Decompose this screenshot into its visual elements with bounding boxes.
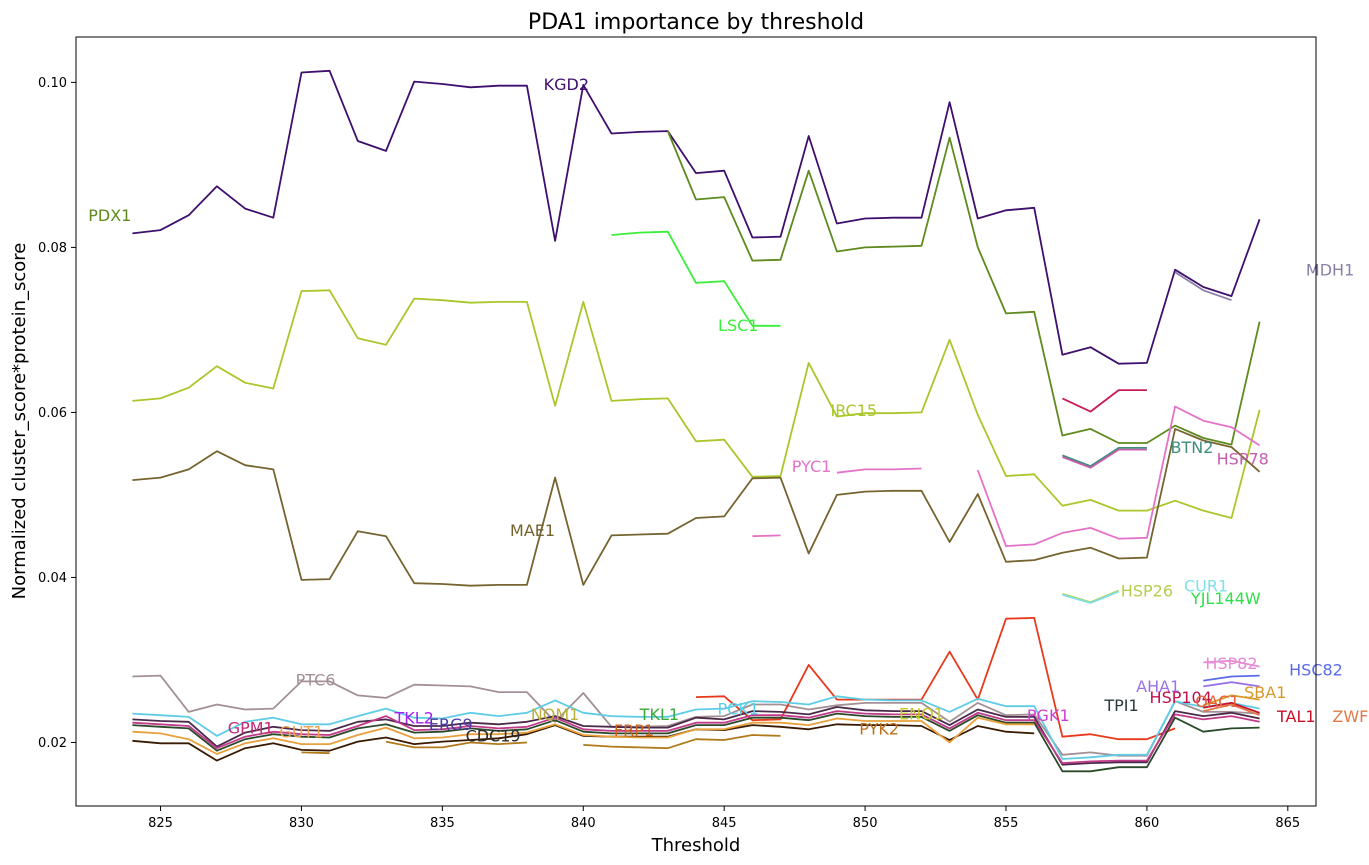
series-layer [132, 69, 1261, 773]
series-line-btn2 [1062, 447, 1147, 467]
series-line-zwf1 [1203, 703, 1260, 717]
x-tick-label: 845 [712, 816, 737, 831]
series-label: ENO1 [899, 704, 944, 723]
series-label: TAL1 [1276, 707, 1316, 726]
series-line-tal1 [1203, 702, 1260, 714]
series-label: ZWF1 [1332, 707, 1369, 726]
series-label: PYK2 [859, 719, 899, 738]
y-tick-label: 0.10 [38, 76, 67, 91]
series-line-unnamed-20 [301, 734, 781, 755]
y-tick-label: 0.02 [38, 736, 67, 751]
series-label: OAC1 [1195, 692, 1239, 711]
series-line-hsp82 [1203, 659, 1260, 668]
series-label: PTC6 [296, 671, 336, 690]
series-label: CDC19 [466, 727, 521, 746]
x-tick-label: 860 [1134, 816, 1159, 831]
series-line-unnamed-17 [132, 710, 1260, 764]
series-label: HSP104 [1150, 688, 1212, 707]
series-line-irc15 [132, 289, 1261, 519]
series-line-unnamed-9 [1062, 389, 1147, 413]
series-line-hsp78 [1062, 448, 1147, 469]
x-axis-label: Threshold [651, 835, 741, 856]
series-label: PYC1 [792, 457, 832, 476]
series-label: TKL1 [639, 705, 679, 724]
y-tick-label: 0.04 [38, 571, 67, 586]
series-line-mdh1 [1174, 271, 1232, 302]
series-line-pdx1 [666, 130, 1261, 446]
series-line-unnamed-15 [132, 695, 1260, 760]
y-tick-label: 0.06 [38, 406, 67, 421]
series-label: MDH1 [1306, 261, 1354, 280]
series-label: HSP26 [1121, 581, 1173, 600]
series-label: KGD2 [544, 75, 589, 94]
series-line-pyc1 [752, 405, 1261, 547]
series-label: MAE1 [510, 521, 555, 540]
series-line-unnamed-16 [132, 706, 1260, 766]
series-label: CUR1 [1184, 577, 1228, 596]
series-label: LSC1 [718, 316, 758, 335]
x-tick-label: 850 [853, 816, 878, 831]
series-line-aha1 [1203, 681, 1260, 688]
series-line-mae1 [132, 428, 1261, 587]
series-label: GUT1 [279, 723, 323, 742]
x-tick-label: 865 [1275, 816, 1300, 831]
series-line-sba1 [1203, 694, 1260, 707]
series-label: FRP1 [614, 721, 654, 740]
series-label: GPM1 [228, 718, 274, 737]
series-line-kgd2 [132, 69, 1261, 365]
x-tick-label: 825 [148, 816, 173, 831]
series-label: SBA1 [1244, 683, 1286, 702]
x-axis: 825 830 835 840 845 850 855 860 865 [148, 806, 1300, 831]
series-label: HSP82 [1205, 654, 1257, 673]
series-line-cur1 [1062, 590, 1120, 604]
series-label: NQM1 [531, 705, 580, 724]
series-label: PCK1 [718, 699, 760, 718]
series-line-unnamed-14 [695, 617, 1176, 741]
plot-frame [75, 36, 1317, 807]
y-axis: 0.02 0.04 0.06 0.08 0.10 [38, 76, 76, 751]
series-label: TKL2 [394, 709, 434, 728]
x-tick-label: 830 [289, 816, 314, 831]
x-tick-label: 855 [994, 816, 1019, 831]
chart-title: PDA1 importance by threshold [528, 10, 864, 35]
series-line-lsc1 [611, 230, 781, 327]
series-line-hsc82 [1203, 674, 1260, 682]
series-label: PGK1 [1027, 706, 1070, 725]
x-tick-label: 840 [571, 816, 596, 831]
series-label: ERG9 [429, 715, 473, 734]
series-label: YJL144W [1190, 589, 1261, 608]
series-label: TPI1 [1103, 696, 1138, 715]
series-label: IRC15 [831, 401, 878, 420]
x-tick-label: 835 [430, 816, 455, 831]
y-axis-label: Normalized cluster_score*protein_score [9, 243, 30, 600]
series-line-unnamed-21 [132, 716, 1035, 755]
series-line-unnamed-18 [132, 712, 1260, 773]
series-label: PDX1 [88, 206, 131, 225]
y-tick-label: 0.08 [38, 241, 67, 256]
series-label: AHA1 [1136, 677, 1180, 696]
series-label: HSP78 [1217, 449, 1269, 468]
series-label: BTN2 [1171, 438, 1214, 457]
